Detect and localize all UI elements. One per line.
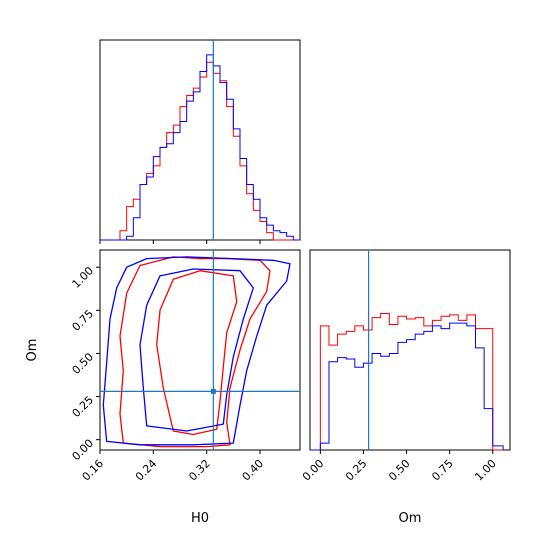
om-x-tick-label-4: 1.00	[472, 457, 499, 484]
om-y-tick-label-2: 0.50	[70, 350, 97, 377]
h0-histogram-frame	[99, 39, 301, 241]
om-y-tick-label-1: 0.25	[70, 393, 97, 420]
om-hist-blue	[310, 322, 504, 451]
h0-hist-blue	[100, 54, 300, 241]
om-y-tick-label-3: 0.75	[70, 307, 97, 334]
om-x-tick-label-2: 0.50	[386, 457, 413, 484]
h0-tick-label-3: 0.40	[240, 457, 267, 484]
joint-truth-marker	[210, 388, 216, 394]
h0-tick-label-2: 0.32	[186, 457, 213, 484]
contour-blue-inner	[139, 268, 254, 432]
om-histogram-panel: 0.00 0.25 0.50 0.75 1.00 Om	[300, 249, 511, 526]
om-x-tick-label-0: 0.00	[300, 457, 327, 484]
om-hist-red	[310, 312, 504, 451]
joint-contour-panel: 0.16 0.24 0.32 0.40 0.00 0.25 0.50 0.75 1.00 H0…	[25, 249, 301, 526]
y-axis-label-om: Om	[25, 339, 40, 362]
h0-tick-label-0: 0.16	[80, 457, 107, 484]
h0-histogram-panel	[99, 39, 301, 244]
joint-frame	[99, 249, 301, 451]
om-histogram-frame	[309, 249, 511, 451]
x-axis-label-h0: H0	[191, 511, 209, 526]
contour-red-outer	[119, 256, 271, 448]
contour-blue-outer	[102, 256, 291, 446]
x-axis-label-om: Om	[399, 511, 422, 526]
om-x-tick-label-1: 0.25	[343, 457, 370, 484]
om-x-tick-label-3: 0.75	[429, 457, 456, 484]
om-y-tick-label-4: 1.00	[70, 264, 97, 291]
om-y-tick-label-0: 0.00	[70, 437, 97, 464]
h0-tick-label-1: 0.24	[133, 457, 160, 484]
